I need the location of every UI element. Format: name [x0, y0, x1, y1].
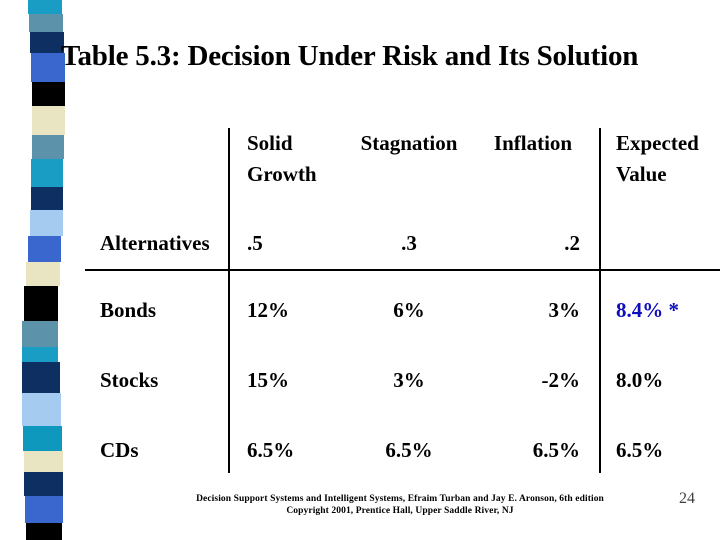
stocks-solid-growth: 15%	[247, 368, 289, 392]
ribbon-block	[31, 159, 63, 187]
ribbon-block	[31, 187, 63, 210]
ribbon-block	[26, 262, 60, 286]
table-horizontal-rule	[85, 269, 720, 271]
table-vertical-rule-left	[228, 128, 230, 473]
row-label-stocks: Stocks	[100, 368, 159, 392]
header-inflation: Inflation	[493, 131, 573, 155]
page-number: 24	[679, 490, 695, 507]
stocks-stagnation: 3%	[393, 368, 425, 392]
header-expected-value: Expected Value	[616, 131, 699, 186]
slide-title: Table 5.3: Decision Under Risk and Its S…	[61, 40, 639, 72]
ribbon-block	[22, 393, 61, 426]
footer-citation-line2: Copyright 2001, Prentice Hall, Upper Sad…	[286, 505, 514, 516]
bonds-stagnation: 6%	[393, 298, 425, 322]
ribbon-block	[32, 135, 64, 159]
bonds-solid-growth: 12%	[247, 298, 289, 322]
prob-stagnation: .3	[401, 231, 417, 255]
ribbon-block	[28, 236, 61, 262]
ribbon-block	[24, 451, 63, 472]
cds-expected-value: 6.5%	[616, 438, 664, 462]
footer-citation-line1: Decision Support Systems and Intelligent…	[196, 494, 604, 504]
header-solid-growth: Solid Growth	[247, 131, 317, 186]
stocks-inflation: -2%	[541, 368, 581, 392]
ribbon-block	[22, 321, 58, 347]
decorative-ribbon	[0, 0, 70, 540]
prob-solid-growth: .5	[247, 231, 263, 255]
ribbon-block	[30, 32, 64, 53]
ribbon-block	[32, 106, 65, 135]
ribbon-block	[26, 523, 62, 540]
row-label-cds: CDs	[100, 438, 139, 462]
footer-citation: Decision Support Systems and Intelligent…	[100, 494, 700, 517]
cds-inflation: 6.5%	[532, 438, 580, 462]
bonds-expected-value-highlighted: 8.4% *	[616, 298, 679, 322]
ribbon-block	[29, 14, 63, 32]
cds-stagnation: 6.5%	[385, 438, 433, 462]
ribbon-block	[24, 286, 58, 321]
ribbon-block	[25, 496, 63, 523]
row-label-alternatives: Alternatives	[100, 231, 210, 255]
ribbon-block	[28, 0, 62, 14]
ribbon-block	[32, 82, 65, 106]
ribbon-block	[23, 426, 62, 451]
bonds-inflation: 3%	[548, 298, 581, 322]
header-stagnation: Stagnation	[360, 131, 458, 155]
stocks-expected-value: 8.0%	[616, 368, 664, 392]
prob-expected-value	[600, 228, 720, 231]
ribbon-block	[22, 347, 58, 362]
prob-inflation: .2	[564, 231, 580, 255]
ribbon-block	[22, 362, 60, 393]
ribbon-block	[30, 210, 63, 236]
decision-table: Solid Growth Stagnation Inflation Expect…	[85, 128, 720, 473]
ribbon-block	[24, 472, 63, 496]
table-vertical-rule-right	[599, 128, 601, 473]
cds-solid-growth: 6.5%	[247, 438, 295, 462]
row-label-bonds: Bonds	[100, 298, 157, 322]
ribbon-block	[31, 53, 65, 82]
